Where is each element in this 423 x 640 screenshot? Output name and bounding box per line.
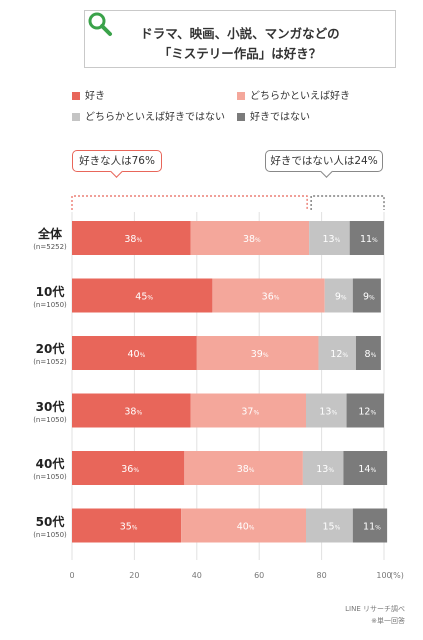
legend-swatch [72, 113, 80, 121]
bar-value-label: 40% [237, 522, 255, 533]
row-category-label: 40代 [35, 457, 65, 471]
bar-value-label: 12% [358, 407, 376, 418]
row-sample-size: (n=1050) [33, 530, 67, 539]
bar-segment [349, 221, 384, 255]
row-category-label: 20代 [35, 342, 65, 356]
bar-segment [190, 221, 310, 255]
bar-segment [355, 336, 381, 370]
bar-value-label: 40% [128, 349, 146, 360]
bar-value-label: 13% [323, 234, 341, 245]
legend-label: どちらかといえば好き [250, 91, 350, 102]
x-tick-label: 0 [69, 571, 74, 580]
negative-bracket [310, 195, 385, 210]
x-axis-unit: (%) [390, 571, 404, 580]
bar-segment [343, 451, 388, 485]
row-label: 50代 (n=1050) [30, 513, 70, 539]
bar-segment [190, 393, 306, 428]
row-label: 40代 (n=1050) [30, 455, 70, 481]
bar-value-label: 15% [323, 522, 341, 533]
bar-value-label: 45% [135, 292, 153, 303]
bar-segment [72, 393, 191, 428]
bar-segment [72, 451, 185, 485]
row-sample-size: (n=5252) [33, 243, 67, 251]
bar-segment [72, 221, 191, 255]
bar-value-label: 36% [121, 464, 139, 475]
row-category-label: 50代 [35, 514, 65, 529]
bar-segment [181, 508, 306, 543]
bar-segment [72, 508, 182, 543]
bar-segment [346, 393, 384, 428]
bar-value-label: 11% [360, 234, 378, 245]
callout-positive: 好きな人は76% [72, 150, 162, 172]
bar-segment [196, 336, 319, 370]
bar-value-label: 8% [365, 349, 377, 360]
answer-note: ※単一回答 [371, 617, 405, 625]
bar-segment [306, 393, 347, 428]
bar-value-label: 39% [251, 349, 269, 360]
x-tick-label: 100 [376, 571, 391, 580]
bar-segment [309, 221, 350, 255]
legend-label: 好きではない [250, 112, 310, 123]
bar-segment [302, 451, 344, 485]
legend-item-like: 好き [72, 87, 105, 102]
x-tick-label: 80 [317, 571, 327, 580]
bar-segment [72, 278, 213, 313]
source-note: LINE リサーチ調べ [345, 605, 405, 613]
row-sample-size: (n=1050) [33, 415, 67, 424]
legend-label: 好き [85, 91, 105, 102]
bar-value-label: 35% [120, 522, 138, 533]
bar-segment [318, 336, 356, 370]
title-box: ドラマ、映画、小説、マンガなどの 「ミステリー作品」は好き？ [84, 10, 396, 68]
bar-value-label: 38% [124, 234, 142, 245]
positive-bracket [71, 195, 308, 210]
bar-value-label: 11% [363, 522, 381, 533]
row-sample-size: (n=1050) [33, 300, 67, 309]
x-tick-label: 20 [129, 571, 139, 580]
row-category-label: 30代 [35, 399, 65, 414]
row-label: 20代 (n=1052) [30, 340, 70, 366]
bar-segment [184, 451, 303, 485]
bar-segment [352, 508, 388, 543]
x-tick-label: 60 [254, 571, 264, 580]
callout-negative: 好きではない人は24% [265, 150, 383, 172]
legend-item-somewhat-like: どちらかといえば好き [237, 87, 350, 102]
bar-segment [72, 336, 197, 370]
row-label: 全体 (n=5252) [30, 225, 70, 251]
bar-value-label: 9% [363, 292, 375, 303]
legend-item-dislike: 好きではない [237, 108, 310, 123]
bar-value-label: 12% [330, 349, 348, 360]
legend-swatch [72, 92, 80, 100]
legend-item-somewhat-dislike: どちらかといえば好きではない [72, 108, 225, 123]
row-sample-size: (n=1052) [33, 358, 67, 366]
x-tick-label: 40 [192, 571, 202, 580]
row-label: 30代 (n=1050) [30, 398, 70, 424]
row-label: 10代 (n=1050) [30, 283, 70, 309]
bar-value-label: 36% [262, 292, 280, 303]
row-sample-size: (n=1050) [33, 473, 67, 481]
bar-value-label: 37% [241, 407, 259, 418]
legend-label: どちらかといえば好きではない [85, 112, 225, 123]
chart-title-line-1: ドラマ、映画、小説、マンガなどの [140, 26, 340, 41]
legend-swatch [237, 92, 245, 100]
bar-segment [306, 508, 353, 543]
row-category-label: 全体 [37, 227, 62, 241]
bar-value-label: 38% [124, 407, 142, 418]
bar-value-label: 38% [243, 234, 261, 245]
legend-swatch [237, 113, 245, 121]
search-icon [88, 12, 112, 36]
row-category-label: 10代 [35, 284, 65, 299]
bar-value-label: 9% [335, 292, 347, 303]
bar-value-label: 13% [316, 464, 334, 475]
chart-title-line-2: 「ミステリー作品」は好き？ [158, 46, 322, 61]
bar-segment [212, 278, 325, 313]
bar-value-label: 14% [358, 464, 376, 475]
bar-value-label: 38% [237, 464, 255, 475]
bar-segment [352, 278, 381, 313]
bar-segment [324, 278, 353, 313]
bar-value-label: 13% [319, 407, 337, 418]
